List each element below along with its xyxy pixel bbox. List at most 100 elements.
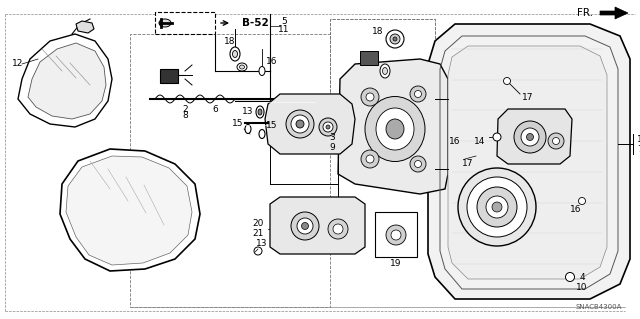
Ellipse shape bbox=[319, 118, 337, 136]
Ellipse shape bbox=[159, 19, 171, 27]
Text: SNACB4300A: SNACB4300A bbox=[575, 304, 622, 310]
Text: 8: 8 bbox=[182, 112, 188, 121]
Ellipse shape bbox=[386, 225, 406, 245]
Text: 12: 12 bbox=[12, 60, 24, 69]
Ellipse shape bbox=[365, 97, 425, 161]
Ellipse shape bbox=[366, 93, 374, 101]
Ellipse shape bbox=[386, 119, 404, 139]
Ellipse shape bbox=[548, 133, 564, 149]
Ellipse shape bbox=[391, 230, 401, 240]
Text: 16: 16 bbox=[449, 137, 461, 145]
Text: 16: 16 bbox=[266, 56, 278, 65]
Ellipse shape bbox=[477, 187, 517, 227]
Text: 10: 10 bbox=[576, 283, 588, 292]
Text: 16: 16 bbox=[570, 204, 582, 213]
Ellipse shape bbox=[258, 109, 262, 115]
Polygon shape bbox=[270, 197, 365, 254]
Text: 17: 17 bbox=[462, 160, 474, 168]
Ellipse shape bbox=[323, 122, 333, 132]
Ellipse shape bbox=[552, 137, 559, 145]
Polygon shape bbox=[600, 7, 628, 19]
Text: FR.: FR. bbox=[577, 8, 593, 18]
Ellipse shape bbox=[415, 160, 422, 167]
Ellipse shape bbox=[380, 64, 390, 78]
Bar bbox=[160, 69, 178, 83]
Ellipse shape bbox=[390, 34, 400, 44]
Bar bbox=[375, 212, 417, 257]
Ellipse shape bbox=[259, 66, 265, 76]
Text: 21: 21 bbox=[252, 229, 264, 239]
Polygon shape bbox=[338, 59, 448, 194]
Bar bbox=[130, 34, 330, 307]
Bar bbox=[330, 19, 435, 119]
Ellipse shape bbox=[237, 63, 247, 71]
Polygon shape bbox=[28, 43, 106, 119]
Ellipse shape bbox=[366, 155, 374, 163]
Ellipse shape bbox=[579, 197, 586, 204]
Ellipse shape bbox=[230, 47, 240, 61]
Text: 15: 15 bbox=[232, 120, 244, 129]
Text: 17: 17 bbox=[522, 93, 534, 101]
Ellipse shape bbox=[301, 222, 308, 229]
Ellipse shape bbox=[486, 196, 508, 218]
Bar bbox=[330, 19, 435, 119]
Ellipse shape bbox=[383, 68, 387, 75]
Ellipse shape bbox=[493, 133, 501, 141]
Text: 11: 11 bbox=[278, 26, 290, 34]
Text: 7: 7 bbox=[637, 145, 640, 153]
Ellipse shape bbox=[291, 212, 319, 240]
Text: B-52: B-52 bbox=[242, 18, 268, 28]
Ellipse shape bbox=[328, 219, 348, 239]
Text: 15: 15 bbox=[266, 122, 278, 130]
Text: 4: 4 bbox=[579, 272, 585, 281]
Ellipse shape bbox=[361, 88, 379, 106]
Ellipse shape bbox=[386, 30, 404, 48]
Ellipse shape bbox=[527, 133, 534, 140]
Ellipse shape bbox=[259, 130, 265, 138]
Ellipse shape bbox=[286, 110, 314, 138]
Text: 3: 3 bbox=[329, 132, 335, 142]
Ellipse shape bbox=[410, 86, 426, 102]
Polygon shape bbox=[18, 34, 112, 127]
Text: 18: 18 bbox=[224, 36, 236, 46]
Ellipse shape bbox=[239, 65, 244, 69]
Ellipse shape bbox=[514, 121, 546, 153]
Polygon shape bbox=[428, 24, 630, 299]
Polygon shape bbox=[60, 149, 200, 271]
Polygon shape bbox=[66, 156, 192, 265]
Ellipse shape bbox=[254, 247, 262, 255]
Bar bbox=[155, 12, 215, 34]
Ellipse shape bbox=[376, 108, 414, 150]
Ellipse shape bbox=[232, 50, 237, 57]
Polygon shape bbox=[265, 94, 355, 154]
Text: 2: 2 bbox=[182, 105, 188, 114]
Ellipse shape bbox=[467, 177, 527, 237]
Polygon shape bbox=[448, 46, 607, 279]
Ellipse shape bbox=[326, 125, 330, 129]
Text: 20: 20 bbox=[252, 219, 264, 228]
Text: 9: 9 bbox=[329, 143, 335, 152]
Polygon shape bbox=[76, 21, 94, 33]
Text: 13: 13 bbox=[256, 240, 268, 249]
Polygon shape bbox=[497, 109, 572, 164]
Ellipse shape bbox=[296, 120, 304, 128]
Text: 6: 6 bbox=[212, 105, 218, 114]
Ellipse shape bbox=[521, 128, 539, 146]
Text: 19: 19 bbox=[390, 259, 402, 269]
Ellipse shape bbox=[410, 156, 426, 172]
Ellipse shape bbox=[566, 272, 575, 281]
Ellipse shape bbox=[333, 224, 343, 234]
Text: 14: 14 bbox=[474, 137, 486, 145]
Ellipse shape bbox=[291, 115, 309, 133]
Text: 5: 5 bbox=[281, 17, 287, 26]
Text: 13: 13 bbox=[243, 108, 253, 116]
Bar bbox=[360, 51, 378, 65]
Ellipse shape bbox=[504, 78, 511, 85]
Ellipse shape bbox=[361, 150, 379, 168]
Ellipse shape bbox=[297, 218, 313, 234]
Ellipse shape bbox=[256, 106, 264, 118]
Text: 18: 18 bbox=[372, 26, 384, 35]
Ellipse shape bbox=[492, 202, 502, 212]
Ellipse shape bbox=[415, 91, 422, 98]
Ellipse shape bbox=[458, 168, 536, 246]
